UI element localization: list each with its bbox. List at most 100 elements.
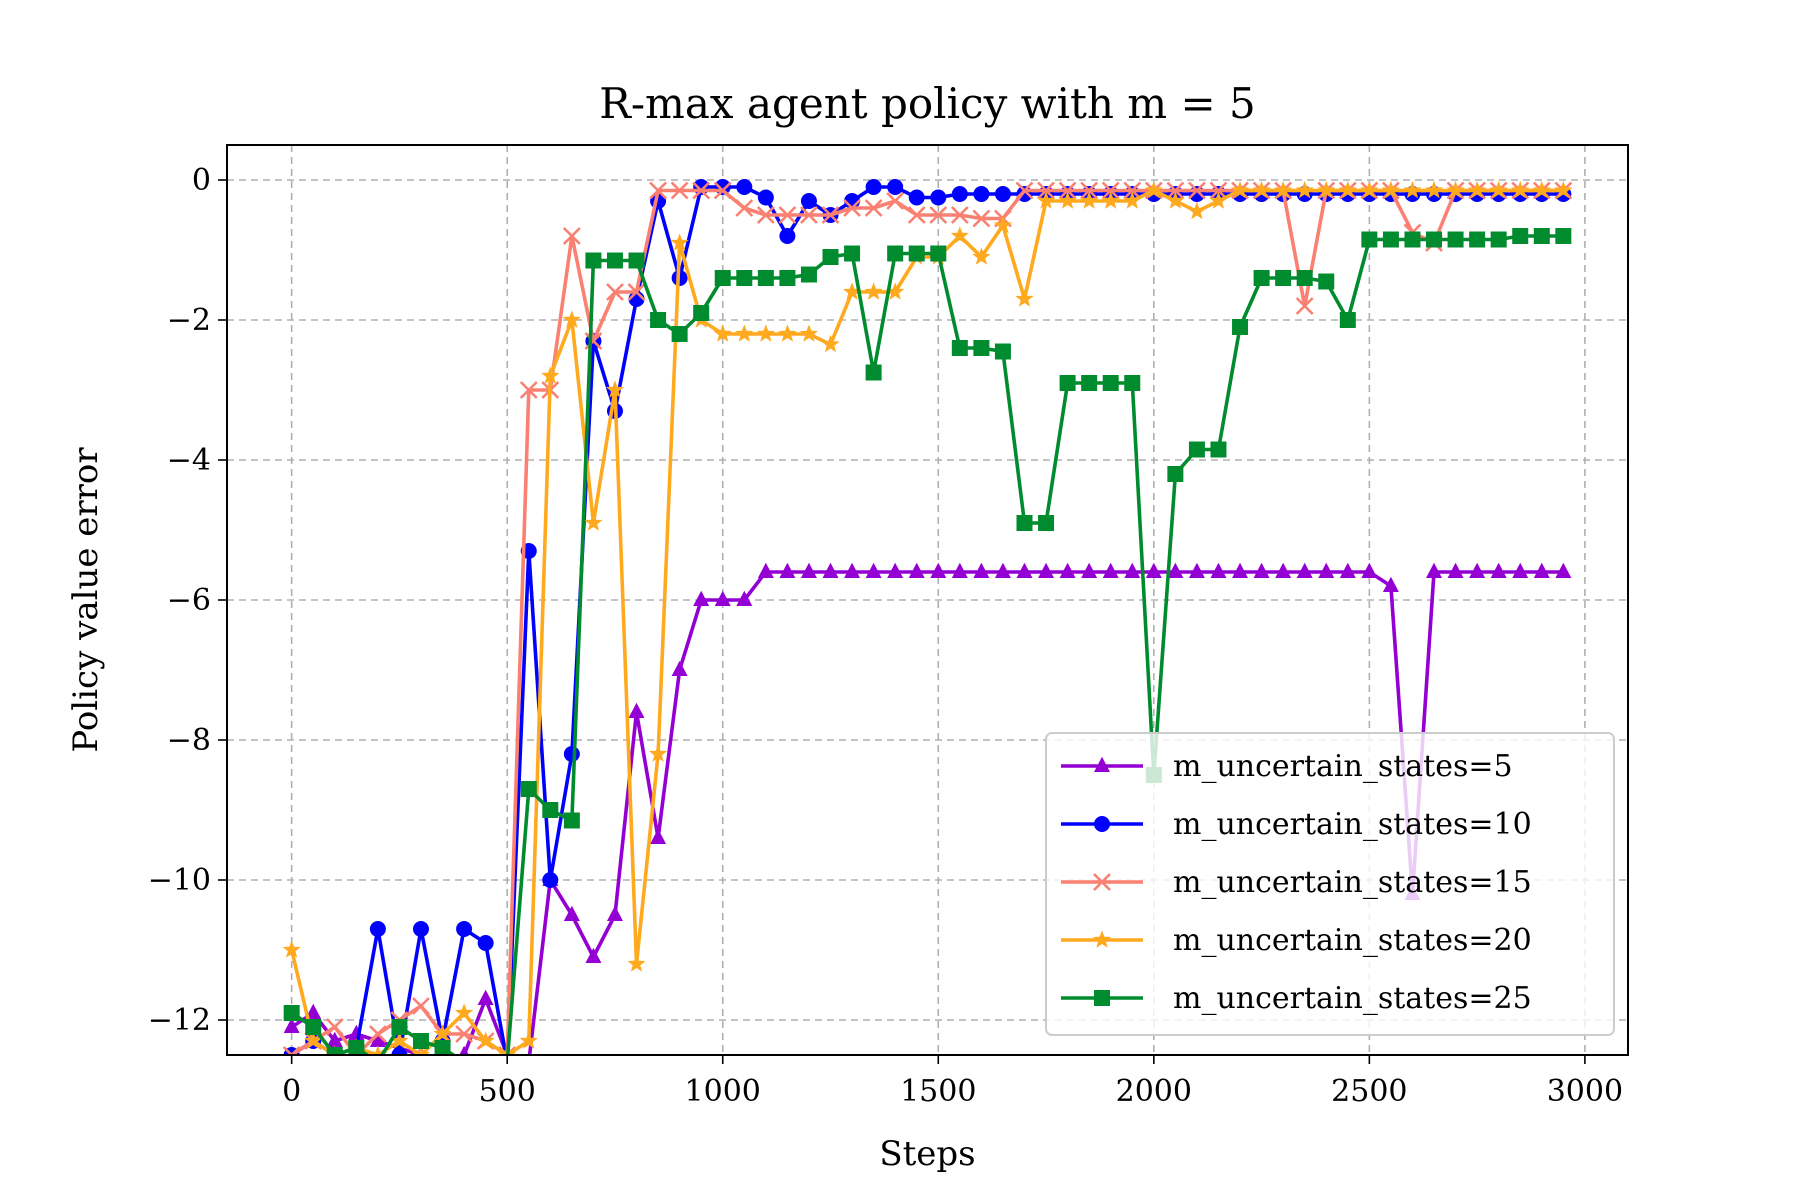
data-point [650,828,667,844]
data-point [1232,319,1249,335]
data-point [627,283,646,301]
data-point [930,189,947,206]
data-point [972,209,991,228]
data-point [1016,515,1033,531]
data-point [713,324,732,342]
data-point [994,562,1011,578]
data-point [1167,466,1184,482]
legend-item: m_uncertain_states=5 [1061,749,1513,784]
data-point [1167,562,1184,578]
legend: m_uncertain_states=5 m_uncertain_states=1… [1045,732,1615,1036]
data-point [779,270,796,286]
data-point [459,1045,469,1055]
data-point [628,702,645,718]
data-point [779,228,796,244]
x-tick-label: 500 [479,1074,536,1109]
data-point [950,206,969,224]
legend-swatch-marker [1094,816,1110,832]
data-point [714,270,731,286]
data-point [1274,180,1293,199]
data-point [1123,181,1142,200]
data-point [326,1031,343,1047]
data-point [1230,180,1250,199]
data-point [1166,191,1185,209]
data-point [1490,231,1507,248]
legend-swatch-marker [1092,930,1112,948]
data-point [757,562,774,578]
y-tick-label: −2 [167,303,211,338]
chart-title: R-max agent policy with m = 5 [599,79,1256,128]
data-point [842,282,862,300]
data-point [584,332,603,350]
data-point [563,812,580,829]
data-point [865,179,882,195]
data-point [1403,180,1422,199]
data-point [454,1003,474,1021]
data-point [1532,180,1551,199]
data-point [993,215,1013,234]
data-point [368,1025,387,1043]
data-point [584,513,603,531]
data-point [693,590,710,606]
data-point [476,1031,495,1049]
data-point [606,252,623,269]
data-point [1446,180,1465,199]
data-point [1469,562,1486,578]
data-point [282,940,301,958]
data-point [562,227,581,245]
data-point [1275,562,1292,578]
data-point [1080,191,1099,209]
legend-swatch-marker [1094,756,1110,772]
data-point [951,562,968,578]
data-point [1058,191,1077,209]
data-point [606,905,623,921]
data-point [1447,231,1464,248]
x-tick-label: 1500 [900,1074,976,1109]
data-point [671,326,688,342]
data-point [1209,191,1228,209]
data-point [821,206,840,224]
data-point [326,1047,343,1055]
legend-swatch-marker [1093,873,1111,891]
plot-series [282,179,1573,1055]
series-5 [283,228,1572,1055]
y-axis-label: Policy value error [66,447,106,753]
data-point [541,366,560,384]
data-point [282,1046,301,1055]
data-point [670,181,689,200]
data-point [455,1025,474,1043]
legend-label: m_uncertain_states=10 [1173,807,1532,842]
data-point [1187,201,1207,220]
data-point [994,186,1011,202]
data-point [886,282,905,300]
data-point [973,186,990,202]
data-point [778,206,797,224]
data-point [1209,181,1228,200]
data-point [1144,180,1163,199]
data-point [799,324,819,342]
data-point [757,270,774,286]
data-point [1318,562,1335,578]
data-point [800,562,817,578]
legend-item: m_uncertain_states=10 [1061,807,1532,842]
data-point [606,283,624,301]
y-tick-label: −8 [167,723,211,758]
data-point [1361,231,1378,248]
data-point [520,781,537,797]
data-point [951,340,968,356]
x-tick-label: 2500 [1331,1074,1407,1109]
data-point [390,1031,409,1049]
y-tick-label: −12 [148,1003,211,1038]
data-point [908,562,925,578]
data-point [756,206,775,224]
legend-label: m_uncertain_states=15 [1173,865,1532,900]
data-point [671,660,688,676]
data-point [325,1018,344,1036]
data-point [391,1019,408,1035]
data-point [972,247,991,265]
data-point [456,921,473,937]
data-point [1124,375,1141,391]
data-point [1037,181,1055,200]
data-point [369,1031,386,1047]
